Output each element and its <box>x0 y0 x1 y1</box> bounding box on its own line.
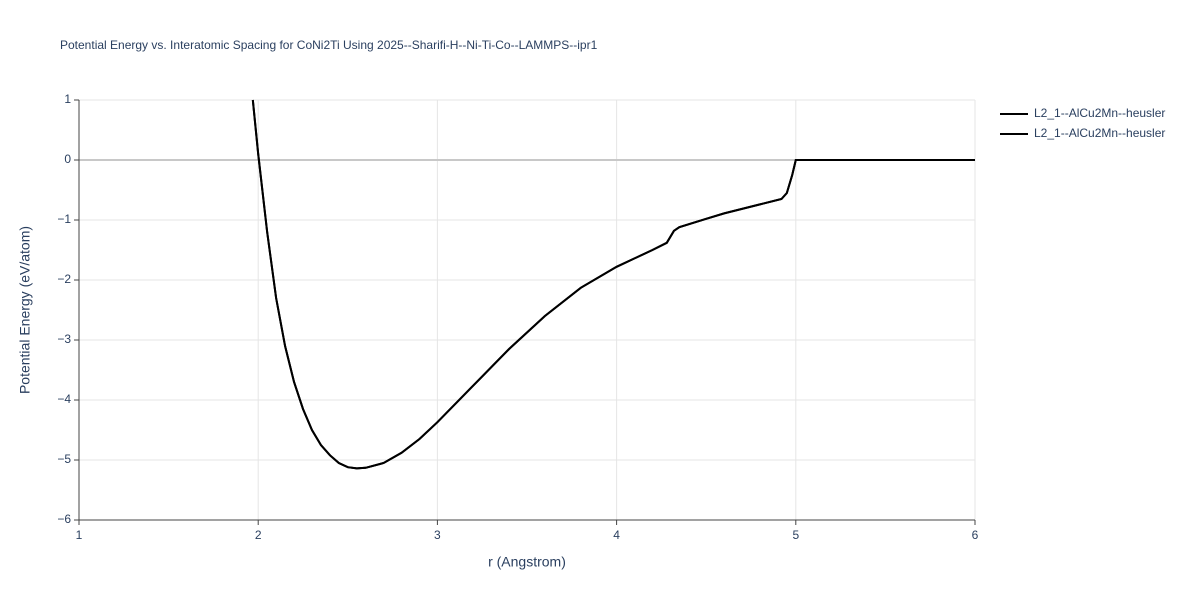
series-line <box>251 99 975 470</box>
x-axis-title: r (Angstrom) <box>488 554 566 570</box>
y-tick-label: −6 <box>57 512 71 526</box>
x-tick-label: 4 <box>613 528 620 542</box>
x-tick-label: 6 <box>972 528 979 542</box>
chart-title: Potential Energy vs. Interatomic Spacing… <box>60 38 598 52</box>
legend-label: L2_1--AlCu2Mn--heusler <box>1034 106 1165 120</box>
y-tick-label: −1 <box>57 212 71 226</box>
y-tick-label: 1 <box>64 92 71 106</box>
x-tick-label: 3 <box>434 528 441 542</box>
y-tick-label: −5 <box>57 452 71 466</box>
x-tick-label: 2 <box>255 528 262 542</box>
x-tick-label: 5 <box>792 528 799 542</box>
y-axis-title: Potential Energy (eV/atom) <box>17 226 33 394</box>
y-tick-label: −2 <box>57 272 71 286</box>
y-tick-label: 0 <box>64 152 71 166</box>
x-tick-label: 1 <box>76 528 83 542</box>
legend-label: L2_1--AlCu2Mn--heusler <box>1034 126 1165 140</box>
y-tick-label: −3 <box>57 332 71 346</box>
y-tick-label: −4 <box>57 392 71 406</box>
